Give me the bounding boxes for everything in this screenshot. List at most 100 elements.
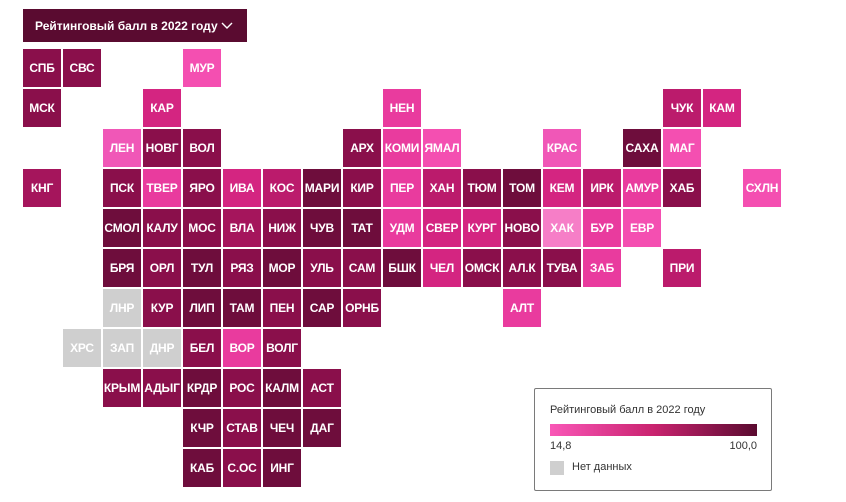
region-tile-ХАБ[interactable]: ХАБ [663,169,701,207]
region-tile-ТВЕР[interactable]: ТВЕР [143,169,181,207]
legend-max-value: 100,0 [729,440,757,452]
region-tile-МОС[interactable]: МОС [183,209,221,247]
metric-dropdown-label: Рейтинговый балл в 2022 году [35,18,218,33]
region-tile-КУР[interactable]: КУР [143,289,181,327]
region-tile-ЯРО[interactable]: ЯРО [183,169,221,207]
region-tile-ТУЛ[interactable]: ТУЛ [183,249,221,287]
region-tile-АЛТ[interactable]: АЛТ [503,289,541,327]
region-tile-БЕЛ[interactable]: БЕЛ [183,329,221,367]
region-tile-КРДР[interactable]: КРДР [183,369,221,407]
region-tile-САМ[interactable]: САМ [343,249,381,287]
region-tile-ЗАП[interactable]: ЗАП [103,329,141,367]
region-tile-МСК[interactable]: МСК [23,89,61,127]
region-tile-КЕМ[interactable]: КЕМ [543,169,581,207]
legend-no-data-label: Нет данных [572,461,632,473]
region-tile-БУР[interactable]: БУР [583,209,621,247]
region-tile-КАЛУ[interactable]: КАЛУ [143,209,181,247]
legend-no-data-swatch [550,461,564,475]
region-tile-ОРНБ[interactable]: ОРНБ [343,289,381,327]
region-tile-МАГ[interactable]: МАГ [663,129,701,167]
region-tile-ИРК[interactable]: ИРК [583,169,621,207]
region-tile-КРАС[interactable]: КРАС [543,129,581,167]
region-tile-ТАТ[interactable]: ТАТ [343,209,381,247]
region-tile-СТАВ[interactable]: СТАВ [223,409,261,447]
chevron-down-icon [221,22,233,29]
region-tile-УДМ[interactable]: УДМ [383,209,421,247]
region-tile-ОМСК[interactable]: ОМСК [463,249,501,287]
region-tile-РОС[interactable]: РОС [223,369,261,407]
region-tile-ИВА[interactable]: ИВА [223,169,261,207]
region-tile-КУРГ[interactable]: КУРГ [463,209,501,247]
region-tile-КНГ[interactable]: КНГ [23,169,61,207]
region-tile-НОВО[interactable]: НОВО [503,209,541,247]
legend-gradient-bar [550,424,757,436]
region-tile-КЧР[interactable]: КЧР [183,409,221,447]
region-tile-ТАМ[interactable]: ТАМ [223,289,261,327]
region-tile-ЗАБ[interactable]: ЗАБ [583,249,621,287]
region-tile-БШК[interactable]: БШК [383,249,421,287]
region-tile-РЯЗ[interactable]: РЯЗ [223,249,261,287]
region-tile-ДАГ[interactable]: ДАГ [303,409,341,447]
region-tile-МУР[interactable]: МУР [183,49,221,87]
region-tile-АРХ[interactable]: АРХ [343,129,381,167]
region-tile-ЧЕЧ[interactable]: ЧЕЧ [263,409,301,447]
region-tile-СПБ[interactable]: СПБ [23,49,61,87]
region-tile-ЛЕН[interactable]: ЛЕН [103,129,141,167]
region-tile-КАБ[interactable]: КАБ [183,449,221,487]
region-tile-МАРИ[interactable]: МАРИ [303,169,341,207]
region-tile-ВОР[interactable]: ВОР [223,329,261,367]
region-tile-НЕН[interactable]: НЕН [383,89,421,127]
region-tile-СВС[interactable]: СВС [63,49,101,87]
region-tile-ВОЛГ[interactable]: ВОЛГ [263,329,301,367]
region-tile-ХРС[interactable]: ХРС [63,329,101,367]
region-tile-СВЕР[interactable]: СВЕР [423,209,461,247]
region-tile-ЧУВ[interactable]: ЧУВ [303,209,341,247]
region-tile-СХЛН[interactable]: СХЛН [743,169,781,207]
region-tile-САР[interactable]: САР [303,289,341,327]
region-tile-ЛНР[interactable]: ЛНР [103,289,141,327]
region-tile-АСТ[interactable]: АСТ [303,369,341,407]
legend: Рейтинговый балл в 2022 году 14,8 100,0 … [534,388,772,491]
region-tile-ВОЛ[interactable]: ВОЛ [183,129,221,167]
region-tile-ХАН[interactable]: ХАН [423,169,461,207]
region-tile-НОВГ[interactable]: НОВГ [143,129,181,167]
region-tile-КРЫМ[interactable]: КРЫМ [103,369,141,407]
region-tile-КОС[interactable]: КОС [263,169,301,207]
region-tile-АДЫГ[interactable]: АДЫГ [143,369,181,407]
region-tile-ЯМАЛ[interactable]: ЯМАЛ [423,129,461,167]
region-tile-КИР[interactable]: КИР [343,169,381,207]
region-tile-ТЮМ[interactable]: ТЮМ [463,169,501,207]
region-tile-ВЛА[interactable]: ВЛА [223,209,261,247]
region-tile-ОРЛ[interactable]: ОРЛ [143,249,181,287]
region-tile-ДНР[interactable]: ДНР [143,329,181,367]
region-tile-КОМИ[interactable]: КОМИ [383,129,421,167]
region-tile-ЛИП[interactable]: ЛИП [183,289,221,327]
legend-title: Рейтинговый балл в 2022 году [550,404,706,416]
region-tile-КАМ[interactable]: КАМ [703,89,741,127]
region-tile-АЛ.К[interactable]: АЛ.К [503,249,541,287]
region-tile-ПРИ[interactable]: ПРИ [663,249,701,287]
region-tile-СМОЛ[interactable]: СМОЛ [103,209,141,247]
legend-min-value: 14,8 [550,440,572,452]
region-tile-ТУВА[interactable]: ТУВА [543,249,581,287]
region-tile-ПЕН[interactable]: ПЕН [263,289,301,327]
region-tile-УЛЬ[interactable]: УЛЬ [303,249,341,287]
region-tile-КАЛМ[interactable]: КАЛМ [263,369,301,407]
region-tile-ПСК[interactable]: ПСК [103,169,141,207]
region-tile-ПЕР[interactable]: ПЕР [383,169,421,207]
region-tile-ХАК[interactable]: ХАК [543,209,581,247]
region-tile-АМУР[interactable]: АМУР [623,169,661,207]
region-tile-БРЯ[interactable]: БРЯ [103,249,141,287]
region-tile-ИНГ[interactable]: ИНГ [263,449,301,487]
region-tile-ЧЕЛ[interactable]: ЧЕЛ [423,249,461,287]
region-tile-САХА[interactable]: САХА [623,129,661,167]
metric-dropdown[interactable]: Рейтинговый балл в 2022 году [23,9,247,42]
region-tile-МОР[interactable]: МОР [263,249,301,287]
region-tile-КАР[interactable]: КАР [143,89,181,127]
region-tile-ЧУК[interactable]: ЧУК [663,89,701,127]
region-tile-ЕВР[interactable]: ЕВР [623,209,661,247]
region-tile-С.ОС[interactable]: С.ОС [223,449,261,487]
region-tile-ТОМ[interactable]: ТОМ [503,169,541,207]
region-tile-НИЖ[interactable]: НИЖ [263,209,301,247]
